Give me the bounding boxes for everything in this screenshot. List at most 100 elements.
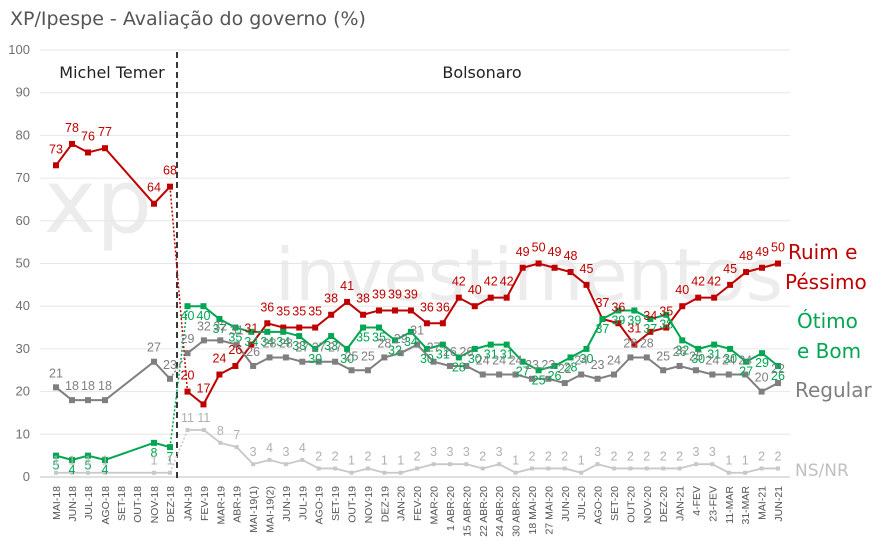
data-label-ruim-e-p-ssimo: 40 xyxy=(675,283,689,297)
data-label-ns-nr: 1 xyxy=(69,454,76,468)
x-tick-label: NOV-18 xyxy=(149,486,161,524)
data-label--timo-e-bom: 27 xyxy=(516,365,530,379)
data-label--timo-e-bom: 37 xyxy=(212,322,226,336)
data-point-ruim-e-p-ssimo xyxy=(376,307,383,314)
data-label-ruim-e-p-ssimo: 41 xyxy=(340,279,354,293)
data-point-ns-nr xyxy=(776,466,780,471)
data-point-ruim-e-p-ssimo xyxy=(759,264,766,271)
data-point-regular xyxy=(709,371,716,378)
x-tick-label: 24 ABR-20 xyxy=(494,486,506,537)
data-label-ns-nr: 1 xyxy=(102,454,109,468)
data-point--timo-e-bom xyxy=(743,358,750,365)
y-tick-label: 100 xyxy=(8,42,30,57)
data-point-ns-nr xyxy=(349,470,354,475)
data-point-ruim-e-p-ssimo xyxy=(102,145,108,152)
x-tick-label: AGO-18 xyxy=(100,486,112,525)
data-label-ns-nr: 3 xyxy=(430,445,437,459)
data-point-ruim-e-p-ssimo xyxy=(679,303,686,310)
data-label--timo-e-bom: 26 xyxy=(548,369,562,383)
data-point-regular xyxy=(479,371,486,378)
data-label-ns-nr: 11 xyxy=(197,411,210,425)
data-label-ns-nr: 2 xyxy=(545,449,552,463)
data-point-ns-nr xyxy=(628,466,633,471)
data-label-ruim-e-p-ssimo: 42 xyxy=(691,275,705,289)
data-point-ns-nr xyxy=(677,466,682,471)
x-tick-label: JUL-18 xyxy=(83,486,95,520)
data-point-ruim-e-p-ssimo xyxy=(407,307,414,314)
data-label-regular: 24 xyxy=(607,354,621,368)
data-point-ns-nr xyxy=(611,466,616,471)
data-point-ns-nr xyxy=(644,466,649,471)
data-point--timo-e-bom xyxy=(264,328,271,335)
x-tick-label: AGO-20 xyxy=(593,486,605,525)
data-label-regular: 24 xyxy=(705,354,719,368)
data-label-ruim-e-p-ssimo: 64 xyxy=(147,181,161,195)
data-label--timo-e-bom: 25 xyxy=(532,373,546,387)
data-point-ns-nr xyxy=(201,428,206,433)
data-point-ruim-e-p-ssimo xyxy=(184,388,191,395)
data-label-ruim-e-p-ssimo: 17 xyxy=(197,381,211,395)
data-label-regular: 32 xyxy=(197,319,211,333)
data-label-regular: 24 xyxy=(476,354,490,368)
data-label-regular: 23 xyxy=(591,358,605,372)
data-label--timo-e-bom: 5 xyxy=(53,459,60,473)
data-point-ruim-e-p-ssimo xyxy=(663,324,670,331)
data-point-regular xyxy=(496,371,503,378)
x-tick-label: JAN-19 xyxy=(183,486,195,521)
x-tick-label: JUL-19 xyxy=(297,486,309,520)
data-label--timo-e-bom: 28 xyxy=(452,360,466,374)
data-point-ns-nr xyxy=(185,428,190,433)
data-label-regular: 20 xyxy=(755,371,769,385)
data-point--timo-e-bom xyxy=(391,337,398,344)
data-point-ruim-e-p-ssimo xyxy=(743,269,750,276)
data-point--timo-e-bom xyxy=(535,367,542,374)
data-point-ruim-e-p-ssimo xyxy=(775,260,781,267)
data-label-ns-nr: 11 xyxy=(181,411,194,425)
data-label-ns-nr: 2 xyxy=(332,449,339,463)
data-label--timo-e-bom: 4 xyxy=(102,463,109,477)
data-label-ns-nr: 4 xyxy=(299,441,306,455)
data-label-ruim-e-p-ssimo: 36 xyxy=(260,300,274,314)
data-point-ruim-e-p-ssimo xyxy=(344,298,351,305)
data-label-ruim-e-p-ssimo: 37 xyxy=(595,296,609,310)
data-label-ns-nr: 1 xyxy=(348,454,355,468)
data-point-regular xyxy=(85,397,91,404)
x-tick-label: AGO-19 xyxy=(314,486,326,525)
x-tick-label: 31-MAR xyxy=(740,486,752,525)
period-label-bolsonaro: Bolsonaro xyxy=(442,63,521,82)
data-point--timo-e-bom xyxy=(519,358,526,365)
x-tick-label: MAI-19(2) xyxy=(265,486,277,533)
data-point-ns-nr xyxy=(759,466,764,471)
data-label-ns-nr: 2 xyxy=(676,449,683,463)
data-point-ns-nr xyxy=(267,457,272,462)
data-point-regular xyxy=(151,358,157,365)
x-tick-label: JUN-18 xyxy=(67,486,79,522)
x-tick-label: OUT-19 xyxy=(347,486,359,523)
data-point-regular xyxy=(282,354,289,361)
data-point-regular xyxy=(692,367,699,374)
data-point--timo-e-bom xyxy=(647,316,654,323)
data-point-ns-nr xyxy=(54,470,58,475)
data-point-ruim-e-p-ssimo xyxy=(53,162,59,169)
x-tick-label: DEZ-19 xyxy=(379,486,391,522)
data-point--timo-e-bom xyxy=(695,345,702,352)
data-label-ruim-e-p-ssimo: 24 xyxy=(212,352,226,366)
data-point--timo-e-bom xyxy=(167,444,173,451)
data-point-regular xyxy=(463,362,470,369)
data-point-regular xyxy=(676,362,683,369)
data-point-regular xyxy=(594,375,601,382)
data-point-regular xyxy=(184,350,191,357)
data-label--timo-e-bom: 7 xyxy=(167,450,174,464)
x-tick-label: 11-MAR xyxy=(724,486,736,524)
data-label-regular: 25 xyxy=(361,349,375,363)
data-label-ns-nr: 4 xyxy=(266,441,273,455)
data-point-ruim-e-p-ssimo xyxy=(167,183,173,190)
data-label-ruim-e-p-ssimo: 20 xyxy=(181,369,195,383)
data-point--timo-e-bom xyxy=(551,362,558,369)
data-label--timo-e-bom: 31 xyxy=(484,348,498,362)
data-label-regular: 26 xyxy=(673,345,687,359)
x-tick-label: JAN-20 xyxy=(396,486,408,521)
data-point-ns-nr xyxy=(726,470,731,475)
data-point-ruim-e-p-ssimo xyxy=(583,281,590,288)
